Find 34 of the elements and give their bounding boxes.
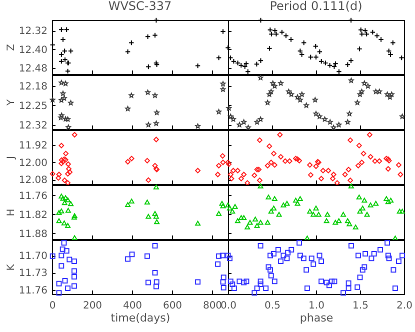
x-tick-label: 2.0 [396, 300, 412, 312]
y-tick-label: 11.76 [18, 285, 48, 296]
y-tick-label: 11.73 [18, 268, 48, 280]
y-tick-label: 12.32 [18, 120, 48, 132]
y-tick-label: 12.25 [18, 100, 48, 112]
y-tick-label: 11.82 [18, 210, 48, 221]
y-tick-label: 12.40 [18, 44, 48, 56]
y-axis-title: J [6, 156, 17, 160]
x-tick-label: 400 [122, 300, 142, 312]
x-tick-label: 1.5 [352, 300, 368, 312]
x-tick-label: 600 [162, 300, 182, 312]
x-tick-label: 0.0 [220, 300, 236, 312]
y-tick-label: 11.76 [18, 190, 48, 202]
y-tick-label: 12.32 [18, 26, 48, 38]
x-tick-label: 800 [202, 300, 222, 312]
y-tick-label: 12.00 [18, 158, 48, 169]
x-axis-title: time(days) [110, 312, 170, 324]
y-axis-title: K [6, 264, 17, 271]
y-tick-label: 12.48 [18, 64, 48, 75]
y-tick-label: 11.70 [18, 251, 48, 262]
x-tick-label: 0 [49, 300, 56, 312]
y-tick-label: 11.88 [18, 228, 48, 240]
y-tick-label: 12.08 [18, 175, 48, 186]
chart-title: Period 0.111(d) [270, 0, 362, 13]
x-axis-title: phase [300, 312, 334, 324]
x-tick-label: 200 [82, 300, 102, 312]
y-axis-title: H [6, 208, 17, 216]
y-axis-title: Y [6, 98, 17, 107]
y-axis-title: Z [6, 44, 17, 51]
x-tick-label: 0.5 [264, 300, 280, 312]
x-tick-label: 1.0 [308, 300, 324, 312]
y-tick-label: 12.18 [18, 82, 48, 93]
y-tick-label: 11.92 [18, 140, 48, 152]
chart-title: WVSC-337 [108, 0, 172, 13]
